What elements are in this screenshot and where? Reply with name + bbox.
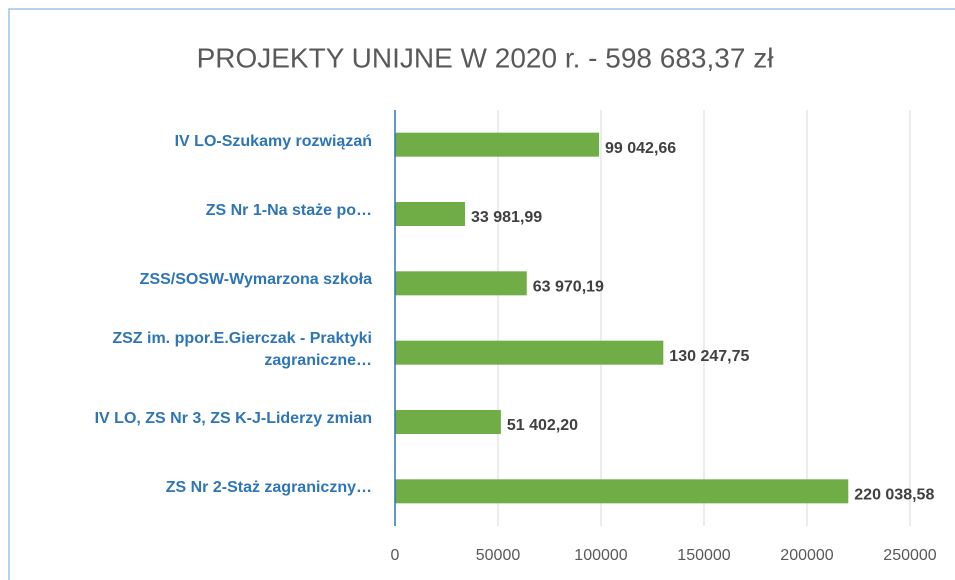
x-tick-label: 250000 xyxy=(883,547,936,564)
chart-title: PROJEKTY UNIJNE W 2020 r. - 598 683,37 z… xyxy=(197,42,775,73)
category-label: IV LO-Szukamy rozwiązań xyxy=(174,132,372,150)
bar xyxy=(395,271,527,296)
value-label: 63 970,19 xyxy=(533,279,604,296)
bar xyxy=(395,202,466,226)
value-label: 51 402,20 xyxy=(507,417,578,434)
value-label: 33 981,99 xyxy=(471,209,542,226)
category-label: ZS Nr 1-Na staże po… xyxy=(205,202,372,219)
value-label: 130 247,75 xyxy=(669,348,749,365)
x-tick-label: 150000 xyxy=(677,547,730,564)
bar xyxy=(395,479,849,504)
x-tick-label: 100000 xyxy=(574,547,627,564)
category-label: ZS Nr 2-Staż zagraniczny… xyxy=(165,479,372,497)
category-label: ZSS/SOSW-Wymarzona szkoła xyxy=(139,271,372,289)
bar xyxy=(395,132,600,157)
x-tick-label: 200000 xyxy=(780,547,833,564)
category-label: ZSZ im. ppor.E.Gierczak - Praktyki zagra… xyxy=(112,329,372,369)
chart-border xyxy=(8,8,955,580)
value-label: 99 042,66 xyxy=(605,140,676,157)
category-label: IV LO, ZS Nr 3, ZS K-J-Liderzy zmian xyxy=(94,410,372,427)
bar xyxy=(395,410,501,434)
value-label: 220 038,58 xyxy=(854,487,934,504)
bar xyxy=(395,340,664,365)
x-tick-label: 0 xyxy=(391,547,400,564)
x-tick-label: 50000 xyxy=(476,547,521,564)
